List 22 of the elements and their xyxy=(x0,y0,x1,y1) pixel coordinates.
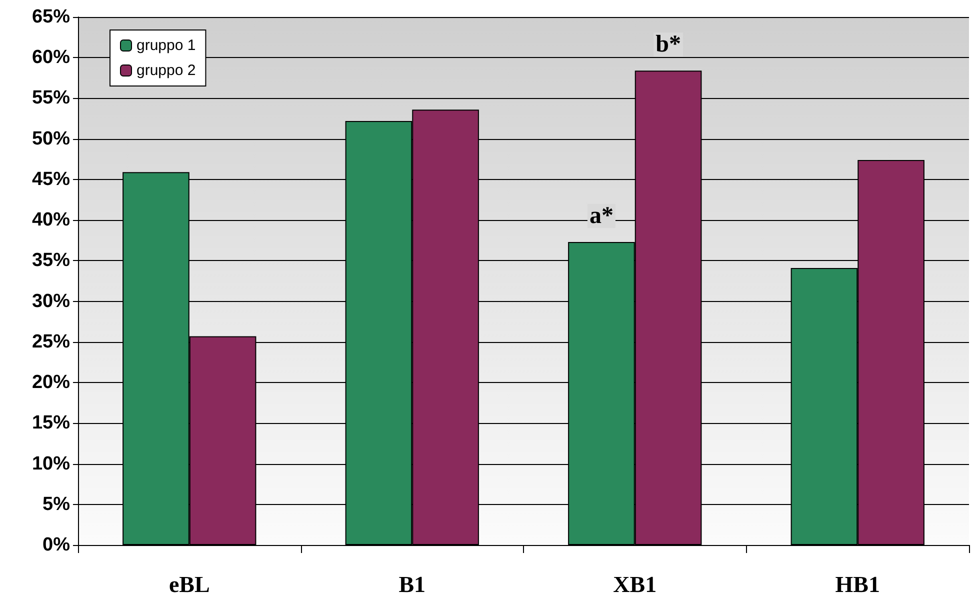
annotation: a* xyxy=(589,203,614,230)
y-tick-label: 55% xyxy=(32,88,70,109)
y-tick-label: 30% xyxy=(32,290,70,312)
y-tick-label: 65% xyxy=(32,6,70,28)
x-tick-label: eBL xyxy=(168,572,210,597)
annotation: b* xyxy=(656,32,681,58)
x-tick-label: HB1 xyxy=(835,572,880,597)
x-tick-label: XB1 xyxy=(613,572,657,597)
y-tick-label: 15% xyxy=(32,412,70,434)
legend-label: gruppo 2 xyxy=(136,62,196,79)
x-tick-label: B1 xyxy=(398,572,426,597)
y-tick-label: 35% xyxy=(32,250,70,272)
y-tick-label: 25% xyxy=(32,331,70,352)
y-tick-label: 45% xyxy=(32,168,70,190)
y-tick-label: 0% xyxy=(42,534,70,556)
y-tick-label: 50% xyxy=(32,128,70,150)
y-tick-label: 10% xyxy=(32,453,70,474)
y-tick-label: 5% xyxy=(42,494,70,515)
legend-label: gruppo 1 xyxy=(136,37,196,54)
y-tick-label: 60% xyxy=(32,47,70,68)
y-tick-label: 40% xyxy=(32,210,70,231)
y-tick-label: 20% xyxy=(32,372,70,394)
